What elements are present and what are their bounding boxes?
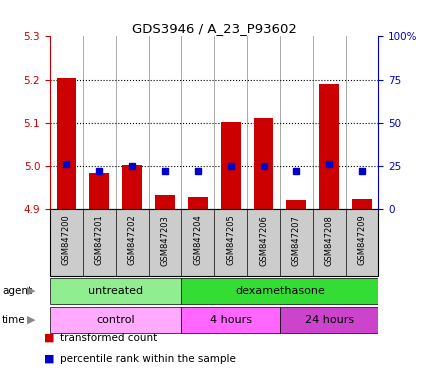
Bar [253,118,273,209]
Bar [89,174,109,209]
Text: GSM847208: GSM847208 [324,215,333,265]
Bar [279,307,378,333]
Text: GSM847202: GSM847202 [127,215,136,265]
Title: GDS3946 / A_23_P93602: GDS3946 / A_23_P93602 [132,22,296,35]
Text: GSM847205: GSM847205 [226,215,235,265]
Text: agent: agent [2,286,32,296]
Text: ▶: ▶ [27,314,36,325]
Text: ▶: ▶ [27,286,36,296]
Text: ■: ■ [43,333,54,343]
Text: GSM847201: GSM847201 [95,215,104,265]
Text: GSM847203: GSM847203 [160,215,169,265]
Bar [155,195,174,209]
Text: percentile rank within the sample: percentile rank within the sample [60,354,235,364]
Bar [122,165,141,209]
Text: ■: ■ [43,354,54,364]
Text: 4 hours: 4 hours [209,314,251,325]
Bar [187,197,207,209]
Text: GSM847206: GSM847206 [258,215,267,265]
Text: GSM847209: GSM847209 [357,215,366,265]
Bar [352,199,371,209]
Text: GSM847200: GSM847200 [62,215,71,265]
Text: transformed count: transformed count [60,333,157,343]
Text: GSM847204: GSM847204 [193,215,202,265]
Bar [286,200,306,209]
Bar [50,307,181,333]
Text: control: control [96,314,135,325]
Text: GSM847207: GSM847207 [291,215,300,265]
Bar [181,307,279,333]
Text: time: time [2,314,26,325]
Bar [220,122,240,209]
Bar [181,278,378,304]
Text: dexamethasone: dexamethasone [234,286,324,296]
Text: 24 hours: 24 hours [304,314,353,325]
Bar [56,78,76,209]
Bar [50,278,181,304]
Bar [319,84,338,209]
Text: untreated: untreated [88,286,143,296]
